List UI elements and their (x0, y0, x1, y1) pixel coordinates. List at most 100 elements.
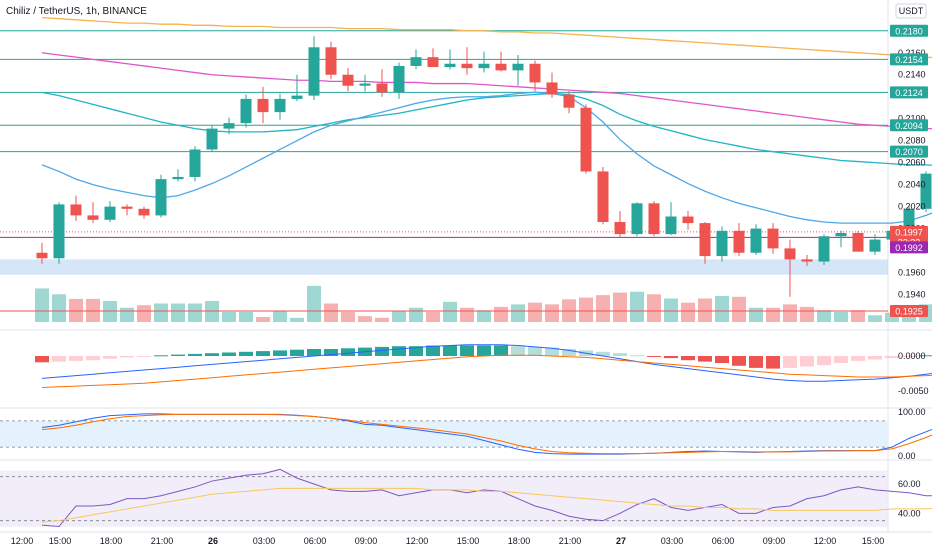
level-label-bg (890, 86, 928, 99)
candle (444, 49, 456, 70)
candle-body (563, 94, 575, 108)
candle (121, 204, 133, 216)
macd-histogram-bar (273, 350, 287, 356)
macd-histogram-bar (698, 356, 712, 362)
currency-label[interactable]: USDT (895, 3, 927, 19)
macd-histogram-bar (800, 356, 814, 367)
candle (308, 36, 320, 101)
volume-bar (392, 311, 406, 322)
candle-body (682, 216, 694, 224)
candle-body (359, 83, 371, 86)
time-tick-label: 06:00 (304, 536, 327, 546)
volume-bar (222, 311, 236, 322)
macd-histogram-bar (477, 345, 491, 356)
macd-histogram-bar (783, 356, 797, 368)
macd-histogram-bar (460, 345, 474, 356)
macd-histogram-bar (885, 356, 899, 359)
time-tick-label: 03:00 (661, 536, 684, 546)
candle (138, 206, 150, 219)
volume-bar (35, 288, 49, 322)
level-label-bg (890, 24, 928, 37)
candle (53, 202, 65, 264)
candle-body (716, 230, 728, 257)
volume-bar (851, 310, 865, 322)
volume-bar (647, 294, 661, 322)
macd-histogram-bar (749, 356, 763, 368)
macd-line (41, 344, 932, 382)
volume-bar (477, 310, 491, 322)
candle-body (818, 236, 830, 262)
time-tick-label: 12:00 (814, 536, 837, 546)
candle-body (410, 57, 422, 66)
time-tick-label: 06:00 (712, 536, 735, 546)
candle-body (869, 239, 881, 252)
stoch-band (0, 420, 888, 448)
macd-histogram-bar (154, 355, 168, 357)
candle-body (138, 208, 150, 216)
time-tick-label: 27 (616, 536, 626, 546)
candle-body (274, 98, 286, 113)
price-tick-label: 0.2040 (898, 180, 926, 190)
volume-bar (171, 303, 185, 322)
time-tick-label: 21:00 (559, 536, 582, 546)
candle (291, 74, 303, 102)
candle-body (461, 63, 473, 69)
macd-histogram-bar (409, 346, 423, 356)
macd-histogram-bar (256, 351, 270, 356)
candle (784, 239, 796, 297)
rsi-line (41, 468, 932, 528)
candle-body (70, 204, 82, 216)
candle (240, 94, 252, 128)
volume-bar (834, 311, 848, 322)
level-label-bg (890, 145, 928, 158)
volume-bar (460, 307, 474, 322)
time-tick-label: 18:00 (100, 536, 123, 546)
rsi-tick-label: 60.00 (898, 479, 921, 489)
volume-bar (52, 294, 66, 322)
candle (410, 49, 422, 70)
volume-bar (307, 285, 321, 322)
volume-bar (630, 291, 644, 322)
macd-histogram-bar (341, 348, 355, 356)
macd-histogram-bar (494, 345, 508, 356)
macd-histogram-bar (239, 351, 253, 356)
candle-body (920, 173, 932, 209)
time-tick-label: 15:00 (457, 536, 480, 546)
level-label: 0.2094 (895, 121, 923, 131)
volume-bar (766, 307, 780, 322)
candle (750, 224, 762, 255)
candle-body (699, 223, 711, 257)
volume-bar (426, 311, 440, 322)
volume-bar (528, 302, 542, 322)
candle-body (733, 230, 745, 253)
candle-body (376, 83, 388, 93)
volume-bar (239, 311, 253, 322)
macd-histogram-bar (188, 353, 202, 356)
candle-body (801, 259, 813, 262)
candle-body (767, 228, 779, 249)
macd-histogram-bar (205, 353, 219, 356)
volume-bar (154, 303, 168, 322)
volume-bar (120, 307, 134, 322)
macd-histogram-bar (375, 346, 389, 356)
volume-bar (256, 316, 270, 322)
volume-bar (783, 304, 797, 322)
time-tick-label: 09:00 (355, 536, 378, 546)
macd-histogram-bar (222, 352, 236, 356)
candle (682, 211, 694, 230)
candle-body (580, 107, 592, 172)
volume-bar (800, 306, 814, 322)
volume-bar (681, 302, 695, 322)
volume-bar (868, 315, 882, 322)
candle-body (342, 74, 354, 86)
macd-histogram-bar (324, 349, 338, 356)
candle (257, 86, 269, 124)
candle-body (835, 232, 847, 237)
candle (835, 230, 847, 248)
volume-bar (511, 304, 525, 322)
volume-bar (494, 306, 508, 322)
indicator-line (41, 91, 932, 224)
macd-histogram-bar (528, 346, 542, 356)
macd-histogram-bar (596, 351, 610, 356)
candle-body (104, 206, 116, 220)
